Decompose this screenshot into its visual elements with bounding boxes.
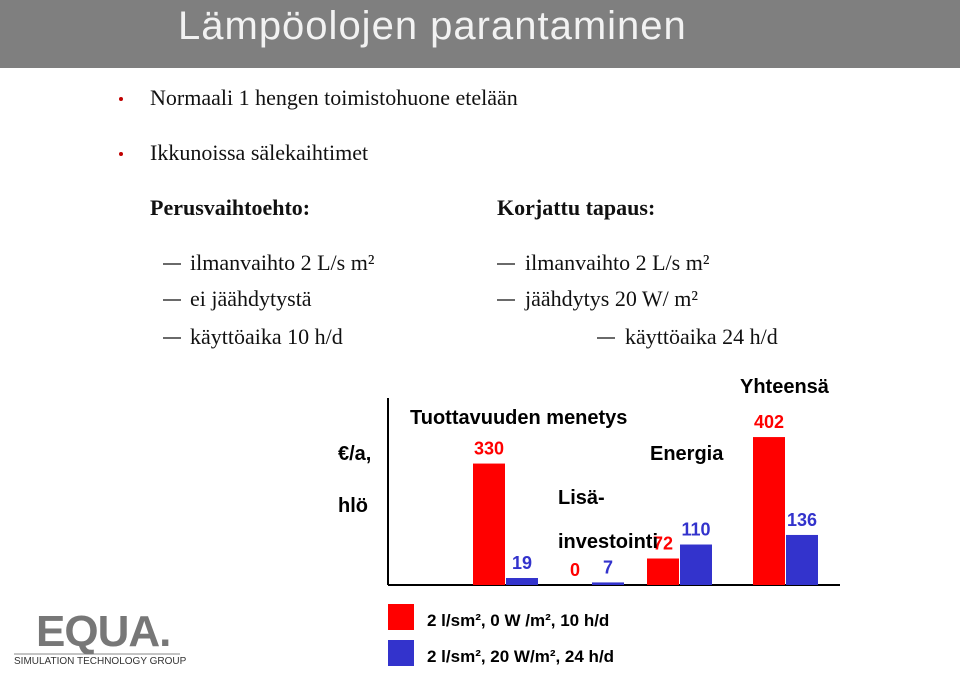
value-label: 402 [754,412,784,432]
bar [473,463,505,585]
bar [753,437,785,585]
item: ilmanvaihto 2 L/s m² [525,250,710,275]
category-label: Lisä- investointi [558,487,659,553]
bar [592,582,624,585]
y-axis-label: €/a, hlö [338,443,372,517]
legend-label: 2 l/sm², 0 W /m², 10 h/d [427,611,610,630]
bullet-text: Ikkunoissa sälekaihtimet [150,140,369,165]
logo: EQUA. [36,607,171,656]
bar [506,578,538,585]
value-label: 110 [681,520,710,540]
value-label: 19 [512,553,532,573]
bullet [119,97,123,101]
heading: Perusvaihtoehto: [150,195,311,220]
logo-tagline: SIMULATION TECHNOLOGY GROUP [14,656,187,667]
title: Lämpöolojen parantaminen [178,4,687,48]
item: käyttöaika 10 h/d [190,324,343,349]
legend-label: 2 l/sm², 20 W/m², 24 h/d [427,647,615,666]
heading: Korjattu tapaus: [497,195,656,220]
bar [647,558,679,585]
item: käyttöaika 24 h/d [625,324,778,349]
value-label: 7 [603,557,613,577]
bar [680,544,712,585]
value-label: 136 [787,510,817,530]
legend-swatch [388,640,414,666]
item: ei jäähdytystä [190,286,312,311]
legend-swatch [388,604,414,630]
bar [786,534,818,585]
category-label: Energia [650,443,724,465]
item: ilmanvaihto 2 L/s m² [190,250,375,275]
category-label: Yhteensä [740,376,829,398]
title-bar [0,0,960,68]
item: jäähdytys 20 W/ m² [525,286,699,311]
category-label: Tuottavuuden menetys [410,407,628,429]
bullet [119,152,123,156]
value-label: 72 [653,534,673,554]
value-label: 330 [474,439,504,459]
bullet-text: Normaali 1 hengen toimistohuone etelään [150,85,518,110]
value-label: 0 [570,560,580,580]
